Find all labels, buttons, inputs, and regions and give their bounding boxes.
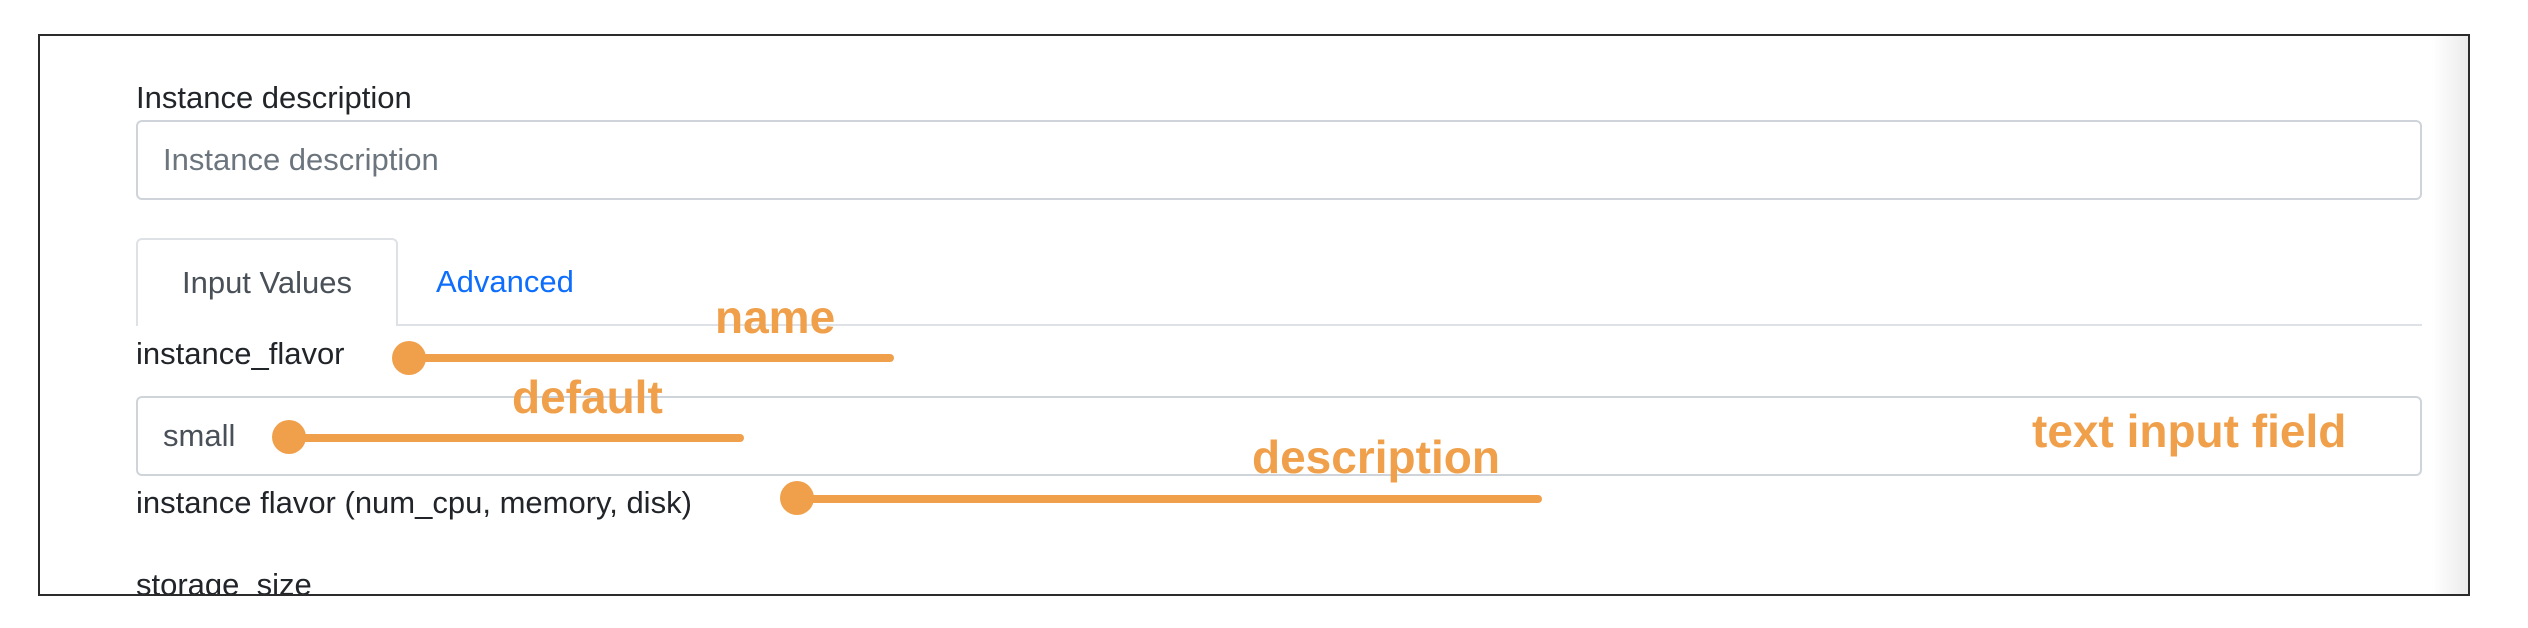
annotation-default-dot [272,420,306,454]
screenshot-frame: Instance description Input Values Advanc… [38,34,2470,596]
tabs-divider [136,324,2422,326]
scroll-edge-shadow [2432,36,2468,594]
annotation-description-line [796,495,1542,503]
annotation-text-input-field: text input field [2032,405,2347,457]
annotation-name-dot [392,341,426,375]
annotation-default-line [288,434,744,442]
form-content: Instance description Input Values Advanc… [136,36,2422,594]
annotation-name: name [715,291,836,343]
field-name-label: instance_flavor [136,336,345,371]
annotation-description: description [1252,431,1500,483]
instance-description-label: Instance description [136,80,412,115]
instance-flavor-input[interactable] [136,396,2422,476]
annotation-default: default [512,371,663,423]
annotation-description-dot [780,481,814,515]
tab-advanced[interactable]: Advanced [436,264,574,299]
instance-description-input[interactable] [136,120,2422,200]
storage-size-label: storage_size [136,567,312,596]
tab-input-values[interactable]: Input Values [136,238,398,326]
annotation-name-line [408,354,894,362]
field-description-label: instance flavor (num_cpu, memory, disk) [136,485,692,520]
